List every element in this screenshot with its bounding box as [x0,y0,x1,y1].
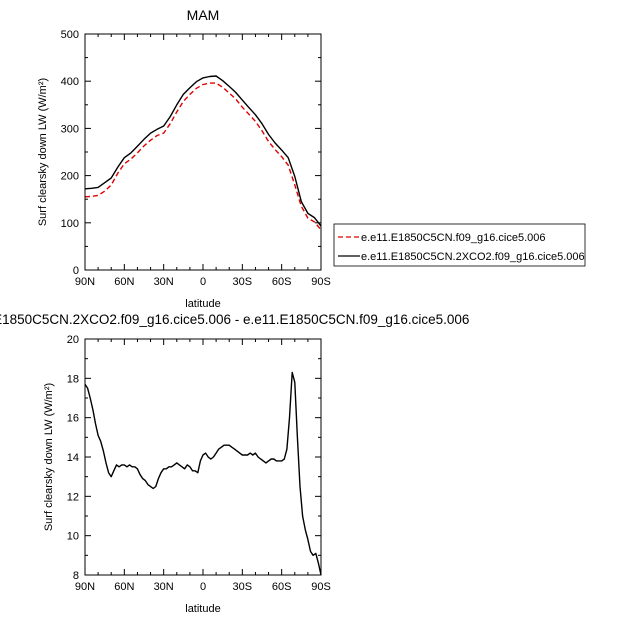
y-tick-label: 0 [73,265,79,277]
top-y-axis-label: Surf clearsky down LW (W/m²) [37,78,49,226]
y-tick-label: 300 [61,123,79,135]
top-series-lines [84,75,322,231]
bottom-series-lines [84,371,322,576]
bottom-x-axis-label: latitude [185,603,220,615]
y-tick-label: 12 [67,491,79,503]
x-tick-label: 30N [154,581,174,593]
x-tick-label: 60S [272,581,292,593]
y-tick-label: 100 [61,218,79,230]
x-tick-label: 90S [311,276,331,288]
series-line-a [84,371,322,576]
series-line-a [84,82,322,231]
bottom-ticks [84,338,322,576]
top-plot-frame [84,33,322,271]
y-tick-label: 10 [67,531,79,543]
y-tick-label: 16 [67,413,79,425]
y-tick-label: 20 [67,334,79,346]
x-tick-label: 30N [154,276,174,288]
top-x-axis-label: latitude [185,298,220,310]
x-tick-label: 60N [114,581,134,593]
x-tick-label: 0 [200,581,206,593]
bottom-y-axis-label: Surf clearsky down LW (W/m²) [43,383,55,531]
x-tick-label: 60N [114,276,134,288]
x-tick-label: 30S [233,276,253,288]
bottom-panel: e.e11.E1850C5CN.2XCO2.f09_g16.cice5.006 … [0,312,469,615]
x-tick-label: 30S [233,581,253,593]
top-title: MAM [187,7,220,23]
y-tick-label: 200 [61,171,79,183]
top-y-tick-labels: 0 100 200 300 400 500 [61,29,79,277]
top-ticks [84,33,322,271]
y-tick-label: 400 [61,76,79,88]
x-tick-label: 0 [200,276,206,288]
series-line-b [84,75,322,227]
bottom-x-tick-labels: 90N 60N 30N 0 30S 60S 90S [75,581,331,593]
bottom-plot-frame [84,338,322,576]
bottom-y-tick-labels: 8 10 12 14 16 18 20 [67,334,79,582]
x-tick-label: 60S [272,276,292,288]
y-tick-label: 500 [61,29,79,41]
legend-box [333,223,586,267]
top-panel: MAM 0 100 200 300 400 500 90N 60N 30N 0 30S 60S 90S… [37,7,331,310]
y-tick-label: 18 [67,373,79,385]
legend-label-control: e.e11.E1850C5CN.f09_g16.cice5.006 [361,232,546,244]
top-x-tick-labels: 90N 60N 30N 0 30S 60S 90S [75,276,331,288]
legend-label-2xco2: e.e11.E1850C5CN.2XCO2.f09_g16.cice5.006 [361,251,585,263]
bottom-title: e.e11.E1850C5CN.2XCO2.f09_g16.cice5.006 … [0,312,469,327]
x-tick-label: 90S [311,581,331,593]
x-tick-label: 90N [75,581,95,593]
y-tick-label: 8 [73,570,79,582]
x-tick-label: 90N [75,276,95,288]
legend: e.e11.E1850C5CN.f09_g16.cice5.006 e.e11.… [333,223,586,267]
y-tick-label: 14 [67,452,79,464]
